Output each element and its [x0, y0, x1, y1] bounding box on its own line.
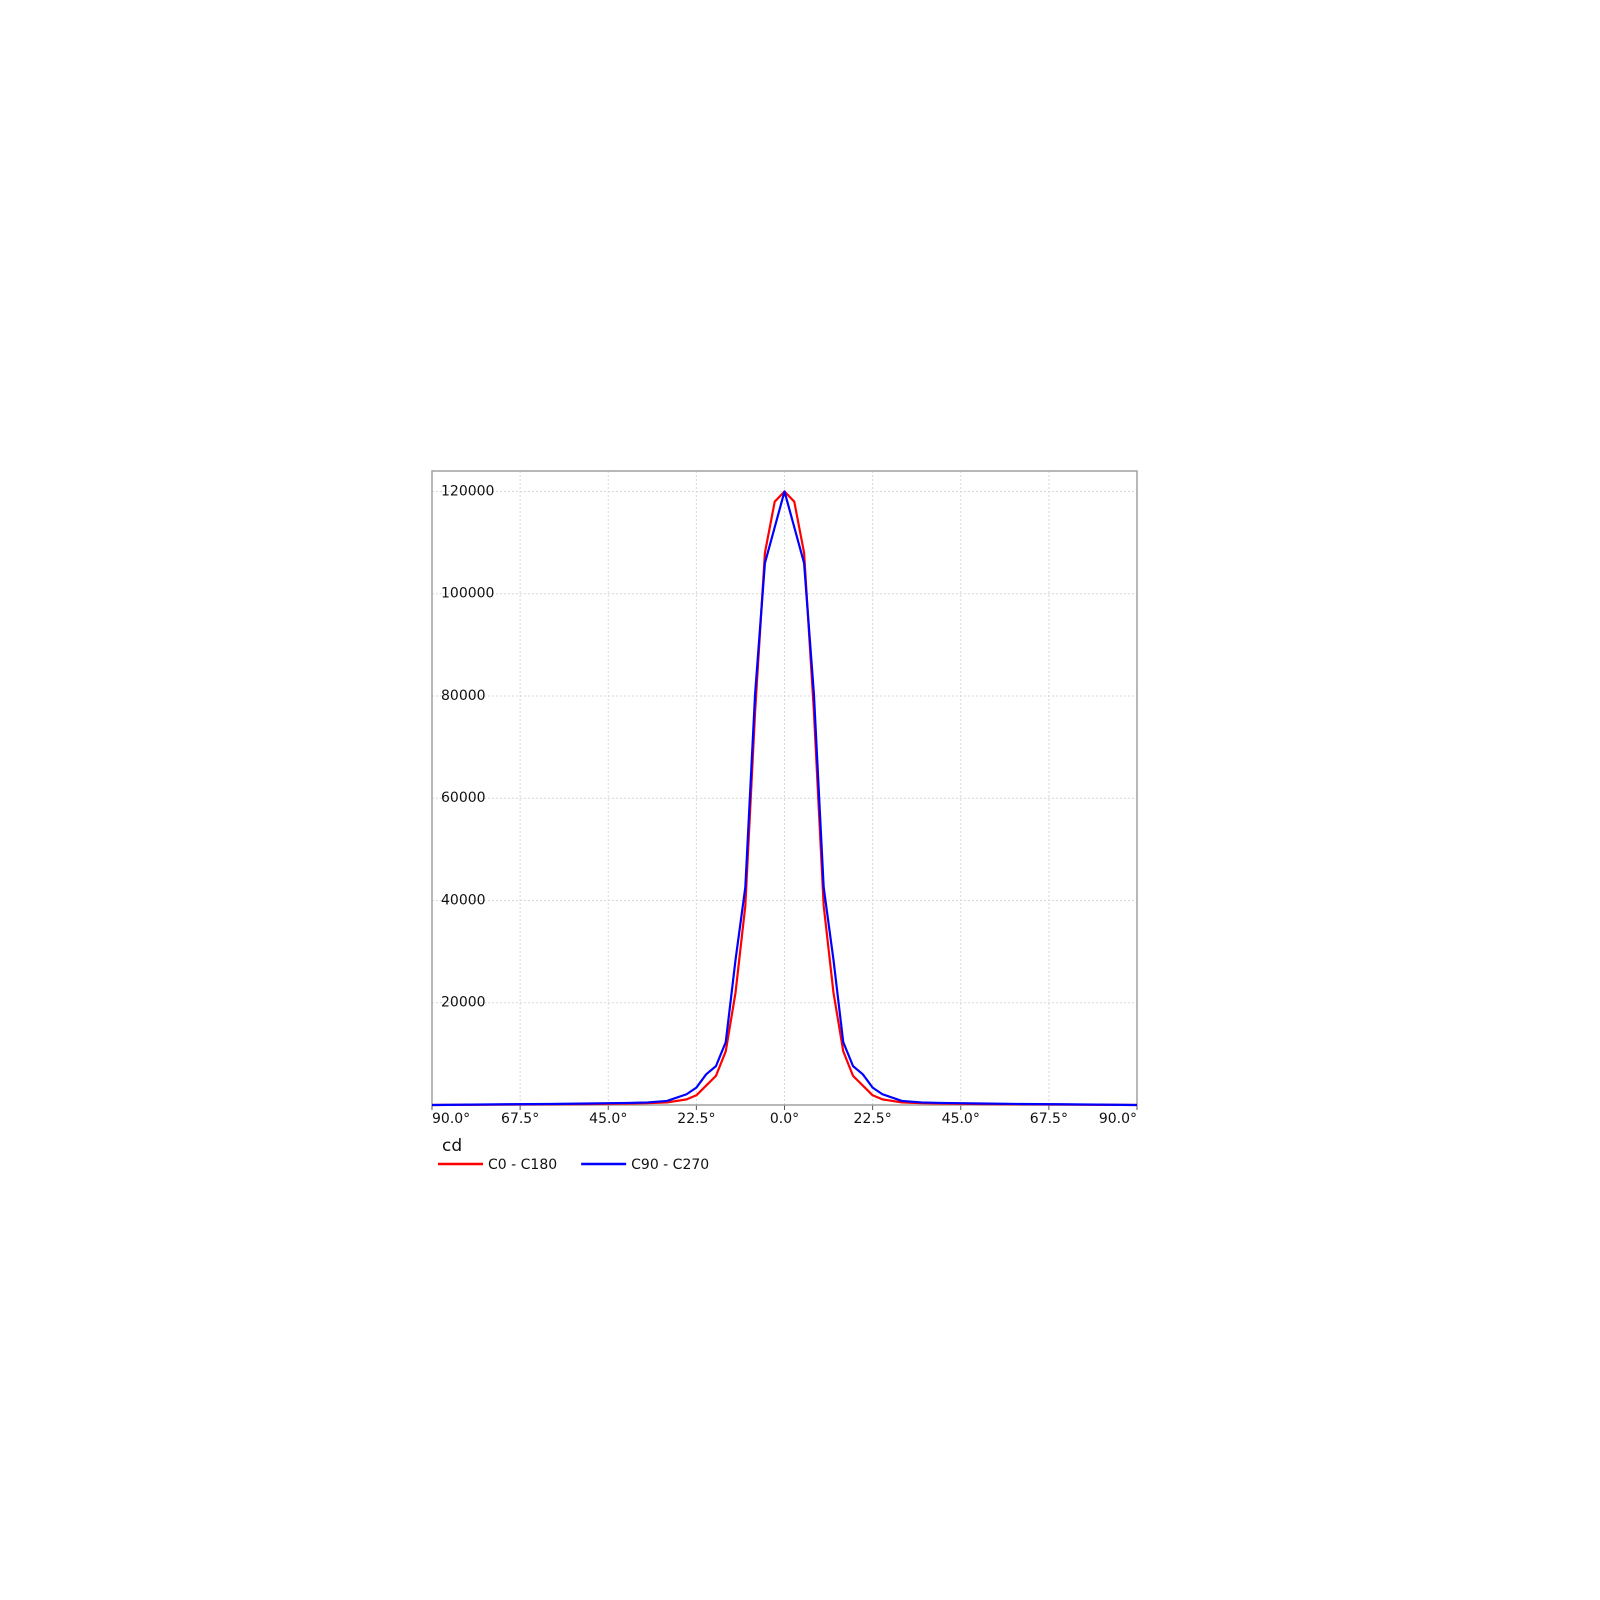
y-tick-label: 40000 — [441, 892, 486, 908]
y-tick-label: 60000 — [441, 790, 486, 806]
plot-border — [431, 470, 1138, 1106]
y-tick-label: 80000 — [441, 688, 486, 704]
x-tick-label: 90.0° — [1099, 1111, 1137, 1127]
x-tick-label: 22.5° — [854, 1111, 892, 1127]
x-tick-label: 67.5° — [1030, 1111, 1068, 1127]
legend-label: C0 - C180 — [488, 1157, 557, 1173]
y-tick-label: 100000 — [441, 586, 494, 602]
y-tick-label: 120000 — [441, 483, 494, 499]
legend-label: C90 - C270 — [631, 1157, 709, 1173]
x-tick-label: 67.5° — [501, 1111, 539, 1127]
series-line — [431, 490, 1138, 1107]
x-tick-label: 45.0° — [589, 1111, 627, 1127]
y-axis-unit: cd — [442, 1136, 462, 1156]
y-tick-label: 20000 — [441, 995, 486, 1011]
x-tick-label: 90.0° — [432, 1111, 470, 1127]
x-tick-label: 22.5° — [677, 1111, 715, 1127]
x-tick-label: 45.0° — [942, 1111, 980, 1127]
x-tick-label: 0.0° — [770, 1111, 799, 1127]
